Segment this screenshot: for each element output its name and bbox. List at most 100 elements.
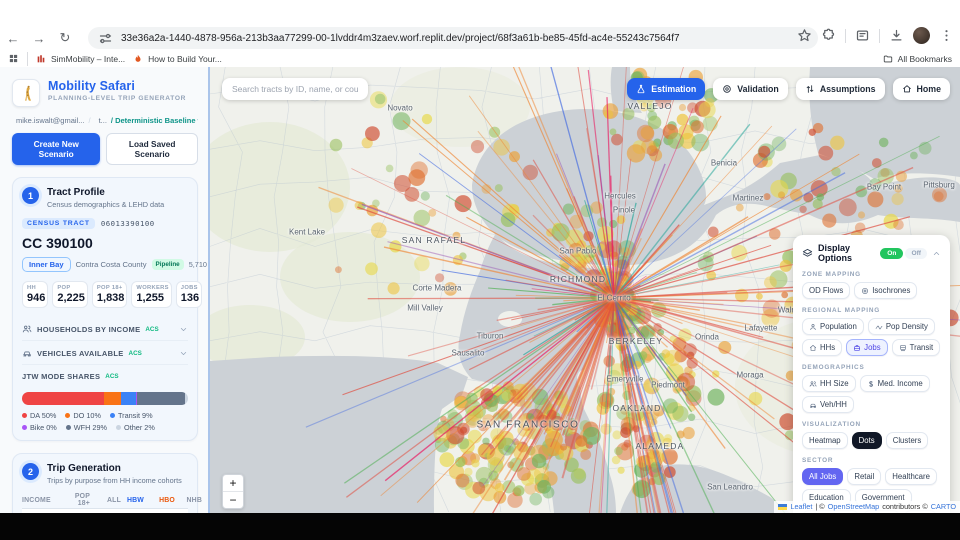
stat-card: WORKERS 1,255 <box>131 281 172 308</box>
extensions-icon[interactable] <box>821 28 836 43</box>
zoom-out-button[interactable]: − <box>229 493 237 507</box>
legend-item: WFH 29% <box>65 423 107 432</box>
section-subtitle: Trips by purpose from HH income cohorts <box>47 476 182 485</box>
osm-link[interactable]: OpenStreetMap <box>827 502 880 511</box>
estimation-button[interactable]: Estimation <box>627 78 706 100</box>
legend-item: DA 50% <box>22 411 56 420</box>
car-icon <box>809 401 817 409</box>
county-label: Contra Costa County <box>75 260 147 269</box>
chevron-down-icon <box>179 325 188 334</box>
mode-share-segment <box>136 392 185 405</box>
region-badge[interactable]: Inner Bay <box>22 257 71 272</box>
option-hh-size[interactable]: HH Size <box>802 375 856 392</box>
trend-icon <box>875 323 883 331</box>
home-button[interactable]: Home <box>892 78 950 100</box>
table-row: INCOME POP 18+ ALL HBW HBO NHB <box>22 493 202 509</box>
map-canvas[interactable]: Novato VALLEJO Benicia Hercules Pinole Martin… <box>210 67 960 513</box>
stat-card: POP 18+ 1,838 <box>91 281 128 308</box>
legend-item: DO 10% <box>65 411 101 420</box>
assumptions-button[interactable]: Assumptions <box>795 78 885 100</box>
step-number: 2 <box>22 463 39 480</box>
app-title: Mobility Safari <box>48 79 135 93</box>
users-icon <box>22 324 32 334</box>
option-dots[interactable]: Dots <box>851 432 882 449</box>
option-healthcare[interactable]: Healthcare <box>885 468 937 485</box>
tract-search[interactable] <box>222 78 368 100</box>
menu-icon[interactable] <box>939 28 954 43</box>
site-settings-icon[interactable] <box>98 31 113 46</box>
back-icon[interactable]: ← <box>6 30 20 46</box>
downloads-icon[interactable] <box>889 28 904 43</box>
validation-button[interactable]: Validation <box>713 78 788 100</box>
section-title: Trip Generation <box>47 463 121 474</box>
forward-icon[interactable]: → <box>32 30 46 46</box>
sidebar: Mobility Safari PLANNING-LEVEL TRIP GENE… <box>0 67 210 513</box>
scenario-name[interactable]: / Deterministic Baseline with OD F... <box>110 116 198 125</box>
legend-item: Transit 9% <box>109 411 153 420</box>
option-pop-density[interactable]: Pop Density <box>867 318 935 335</box>
mode-share-segment <box>104 392 121 405</box>
group-heading: ZONE MAPPING <box>802 271 861 278</box>
bookmark-howto[interactable]: How to Build Your... <box>133 54 222 64</box>
app-logo <box>12 79 40 107</box>
section-title: Tract Profile <box>47 187 105 198</box>
option-jobs[interactable]: Jobs <box>846 339 888 356</box>
collapse-chevron-icon[interactable] <box>932 249 941 258</box>
reading-list-icon[interactable] <box>855 28 870 43</box>
browser-chrome: ← → ↻ 33e36a2a-1440-4878-956a-213b3aa772… <box>0 0 960 67</box>
toggle-on[interactable]: On <box>880 247 904 259</box>
density-label: 5,710 pop/sq mi <box>188 260 208 269</box>
home-icon <box>902 84 912 94</box>
giraffe-icon <box>24 85 31 101</box>
group-heading: REGIONAL MAPPING <box>802 307 881 314</box>
app-subtitle: PLANNING-LEVEL TRIP GENERATOR <box>48 95 187 102</box>
mode-share-bar <box>22 392 188 405</box>
option-med-income[interactable]: Med. Income <box>859 375 930 392</box>
chevron-down-icon <box>179 349 188 358</box>
display-toggle: On Off <box>880 247 927 259</box>
option-population[interactable]: Population <box>802 318 864 335</box>
flask-icon <box>636 84 646 94</box>
option-retail[interactable]: Retail <box>847 468 882 485</box>
mode-share-segment <box>184 392 188 405</box>
toggle-off[interactable]: Off <box>905 247 927 259</box>
bookmark-favicon <box>133 54 143 64</box>
target-icon <box>861 287 869 295</box>
option-all-jobs[interactable]: All Jobs <box>802 468 844 485</box>
option-transit[interactable]: Transit <box>891 339 941 356</box>
reload-icon[interactable]: ↻ <box>59 30 71 45</box>
option-hhs[interactable]: HHs <box>802 339 843 356</box>
bookmark-simmobility[interactable]: SimMobility – Inte... <box>36 54 125 64</box>
zoom-in-button[interactable]: + <box>223 475 243 492</box>
collapsible-section[interactable]: VEHICLES AVAILABLE ACS <box>22 340 188 364</box>
option-od-flows[interactable]: OD Flows <box>802 282 851 299</box>
create-scenario-button[interactable]: Create New Scenario <box>12 133 101 165</box>
group-heading: DEMOGRAPHICS <box>802 364 865 371</box>
option-isochrones[interactable]: Isochrones <box>854 282 918 299</box>
profile-avatar[interactable] <box>913 27 930 44</box>
mode-share-segment <box>22 392 105 405</box>
stats-row: HH 946 POP 2,225 POP 18+ 1,838 WORKERS 1,255 JOB… <box>22 281 203 308</box>
section-subtitle: Census demographics & LEHD data <box>47 200 165 209</box>
url-bar[interactable]: 33e36a2a-1440-4878-956a-213b3aa77299-00-… <box>88 27 818 49</box>
bookmark-star-icon[interactable] <box>797 28 812 43</box>
option-veh-hh[interactable]: Veh/HH <box>802 396 854 413</box>
collapsible-section[interactable]: HOUSEHOLDS BY INCOME ACS <box>22 317 188 340</box>
option-heatmap[interactable]: Heatmap <box>802 432 848 449</box>
arrows-icon <box>805 84 815 94</box>
map-toolbar: Estimation Validation Assumptions Home <box>627 78 950 100</box>
legend-item: Bike 0% <box>22 423 57 432</box>
all-bookmarks[interactable]: All Bookmarks <box>883 54 952 64</box>
option-clusters[interactable]: Clusters <box>885 432 929 449</box>
stat-card: HH 946 <box>22 281 49 308</box>
search-input[interactable] <box>230 83 360 95</box>
mode-share-segment <box>135 392 137 405</box>
apps-grid-icon[interactable] <box>8 53 19 64</box>
load-scenario-button[interactable]: Load Saved Scenario <box>106 133 198 165</box>
url-text: 33e36a2a-1440-4878-956a-213b3aa77299-00-… <box>121 32 680 44</box>
panel-title: Display Options <box>818 243 852 263</box>
leaflet-link[interactable]: Leaflet <box>790 502 813 511</box>
carto-link[interactable]: CARTO <box>930 502 956 511</box>
